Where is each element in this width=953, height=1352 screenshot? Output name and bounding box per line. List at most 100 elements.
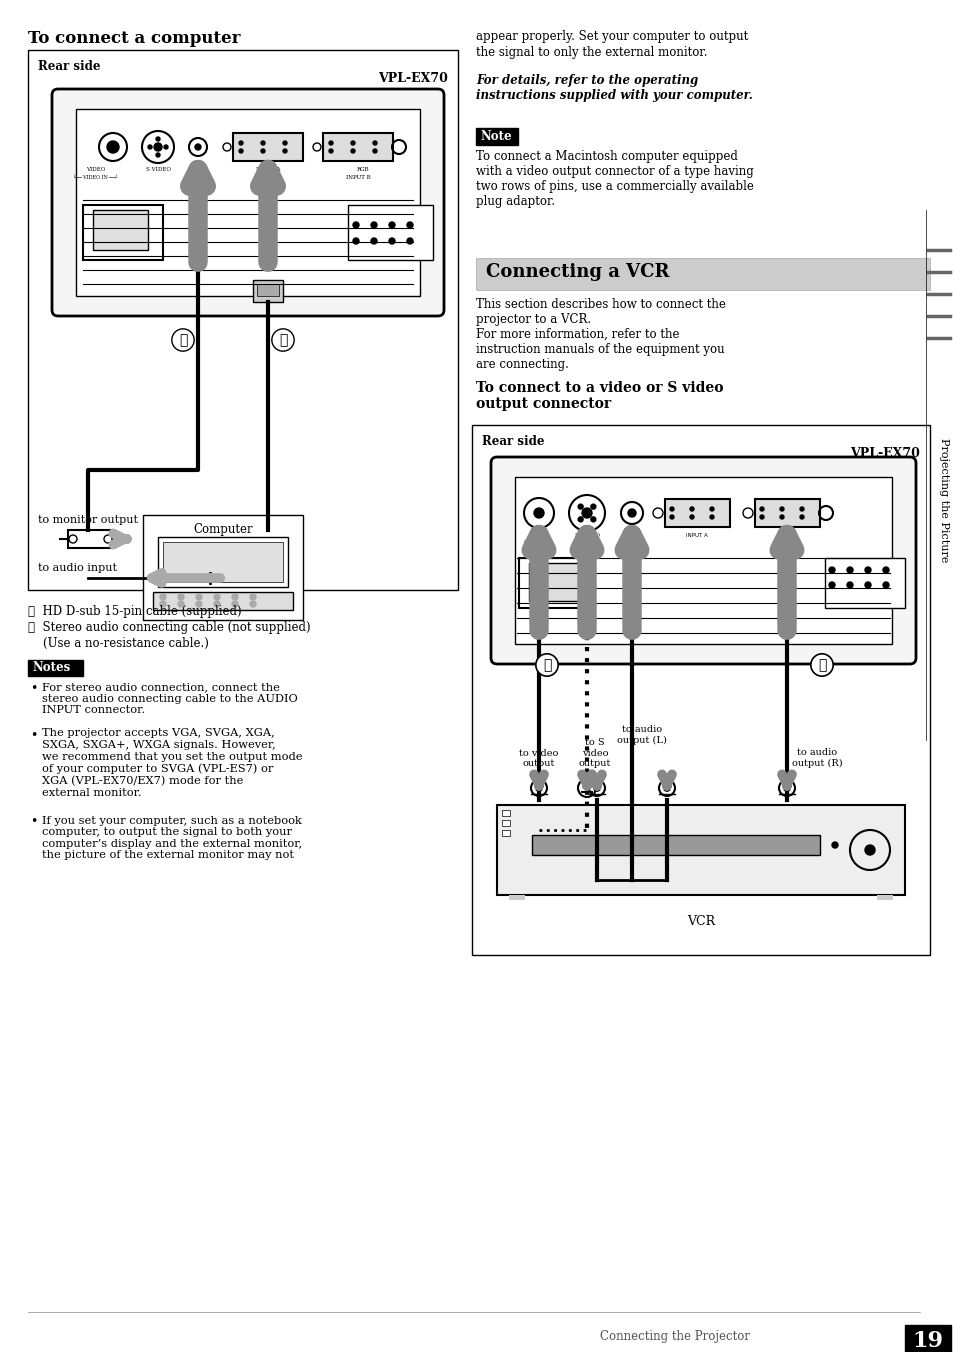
Circle shape — [194, 145, 201, 150]
Text: INPUT: INPUT — [190, 174, 206, 180]
Circle shape — [373, 141, 376, 145]
Circle shape — [178, 594, 184, 600]
Circle shape — [669, 515, 673, 519]
Text: └ VIDEO IN ┘: └ VIDEO IN ┘ — [523, 541, 554, 546]
Bar — [532, 836, 820, 854]
Text: to video
output: to video output — [518, 749, 558, 768]
Circle shape — [669, 507, 673, 511]
Circle shape — [213, 602, 220, 607]
Circle shape — [371, 238, 376, 243]
Circle shape — [195, 602, 202, 607]
Circle shape — [882, 566, 888, 573]
Bar — [476, 258, 929, 289]
Circle shape — [195, 594, 202, 600]
Circle shape — [590, 504, 596, 510]
Text: INPUT A: INPUT A — [685, 533, 707, 538]
Bar — [152, 592, 293, 610]
Text: •: • — [30, 729, 37, 741]
Bar — [754, 499, 820, 527]
Bar — [518, 558, 594, 608]
Text: INPUT: INPUT — [624, 541, 639, 546]
Text: to audio
output (L): to audio output (L) — [617, 726, 666, 745]
Text: └── VIDEO IN ──┘: └── VIDEO IN ──┘ — [73, 174, 118, 180]
Circle shape — [760, 515, 763, 519]
Bar — [904, 1325, 950, 1352]
Text: VPL-EX70: VPL-EX70 — [849, 448, 919, 460]
Circle shape — [389, 238, 395, 243]
Circle shape — [232, 602, 237, 607]
Circle shape — [846, 566, 852, 573]
Text: to S
video
output: to S video output — [578, 738, 611, 768]
Circle shape — [353, 238, 358, 243]
Text: S VIDEO: S VIDEO — [146, 168, 171, 172]
Text: appear properly. Set your computer to output: appear properly. Set your computer to ou… — [476, 30, 747, 43]
Bar — [529, 562, 578, 602]
Circle shape — [581, 508, 592, 518]
Circle shape — [828, 566, 834, 573]
Circle shape — [351, 141, 355, 145]
Circle shape — [329, 149, 333, 153]
Circle shape — [780, 515, 783, 519]
Circle shape — [709, 507, 713, 511]
Text: INPUT B: INPUT B — [776, 541, 797, 546]
Bar — [68, 530, 112, 548]
Bar — [501, 830, 510, 836]
Text: INPUT A: INPUT A — [255, 168, 280, 172]
Text: The projector accepts VGA, SVGA, XGA,
SXGA, SXGA+, WXGA signals. However,
we rec: The projector accepts VGA, SVGA, XGA, SX… — [42, 729, 302, 798]
Text: ①  HD D-sub 15-pin cable (supplied): ① HD D-sub 15-pin cable (supplied) — [28, 604, 241, 618]
Circle shape — [214, 575, 221, 581]
Bar — [233, 132, 303, 161]
Text: •: • — [30, 815, 37, 829]
Bar — [92, 210, 148, 250]
Circle shape — [148, 145, 152, 149]
Circle shape — [590, 516, 596, 522]
Text: To connect a Macintosh computer equipped
with a video output connector of a type: To connect a Macintosh computer equipped… — [476, 150, 753, 208]
Text: VIDEO: VIDEO — [529, 533, 548, 538]
Circle shape — [864, 581, 870, 588]
Bar — [83, 206, 163, 260]
Circle shape — [864, 566, 870, 573]
Circle shape — [689, 507, 693, 511]
Bar — [476, 128, 517, 145]
Text: Note: Note — [479, 130, 511, 143]
Text: RGB: RGB — [785, 533, 797, 538]
Bar — [876, 895, 892, 900]
Circle shape — [283, 141, 287, 145]
Text: ②: ② — [542, 658, 551, 672]
Text: 19: 19 — [911, 1330, 943, 1352]
Circle shape — [534, 508, 543, 518]
FancyBboxPatch shape — [52, 89, 443, 316]
Text: •: • — [30, 681, 37, 695]
Circle shape — [882, 581, 888, 588]
Text: To connect a computer: To connect a computer — [28, 30, 240, 47]
Circle shape — [663, 784, 670, 791]
Circle shape — [800, 515, 803, 519]
Circle shape — [329, 141, 333, 145]
Circle shape — [371, 222, 376, 228]
Bar — [824, 558, 904, 608]
Circle shape — [373, 149, 376, 153]
Circle shape — [250, 594, 255, 600]
Bar — [323, 132, 393, 161]
Circle shape — [283, 149, 287, 153]
Circle shape — [407, 222, 413, 228]
Text: ②  Stereo audio connecting cable (not supplied): ② Stereo audio connecting cable (not sup… — [28, 621, 311, 634]
Text: For stereo audio connection, connect the
stereo audio connecting cable to the AU: For stereo audio connection, connect the… — [42, 681, 297, 715]
Circle shape — [828, 581, 834, 588]
Text: Rear side: Rear side — [38, 59, 100, 73]
Circle shape — [709, 515, 713, 519]
Text: VIDEO: VIDEO — [87, 168, 106, 172]
Circle shape — [160, 602, 166, 607]
Text: For more information, refer to the: For more information, refer to the — [476, 329, 679, 341]
Text: VCR: VCR — [686, 915, 715, 927]
Text: instruction manuals of the equipment you: instruction manuals of the equipment you — [476, 343, 724, 356]
Text: To connect to a video or S video
output connector: To connect to a video or S video output … — [476, 381, 722, 411]
FancyBboxPatch shape — [491, 457, 915, 664]
Text: Notes: Notes — [32, 661, 71, 675]
Text: AUDIO: AUDIO — [621, 533, 641, 538]
Text: ①: ① — [278, 333, 287, 347]
Circle shape — [578, 516, 582, 522]
Circle shape — [627, 508, 636, 516]
Text: RGB: RGB — [356, 168, 369, 172]
Circle shape — [593, 784, 599, 791]
